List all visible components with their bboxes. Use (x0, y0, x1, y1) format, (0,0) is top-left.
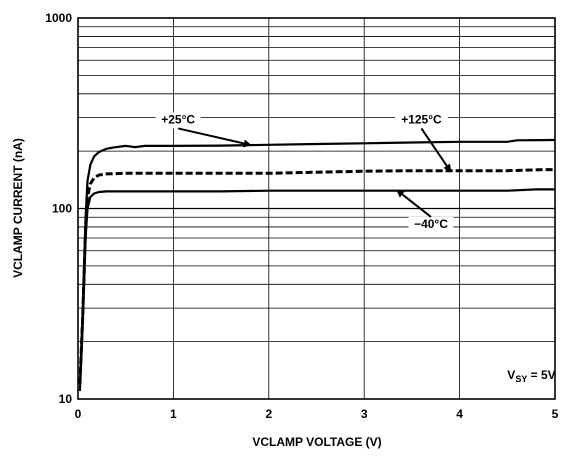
y-tick-label: 100 (52, 202, 72, 216)
series-annotation-label: −40°C (414, 217, 448, 231)
grid-layer (77, 17, 556, 400)
series-annotation-label: +25°C (161, 113, 195, 127)
tick-label-layer: 0 1 2 3 4 5 10 100 1000 (45, 11, 558, 421)
annotation-layer: +25°C +125°C −40°C VSY = 5V (155, 112, 556, 384)
x-axis-title: VCLAMP VOLTAGE (V) (252, 435, 381, 449)
x-tick-label: 1 (170, 407, 177, 421)
series-line-minus-40-C (78, 188, 555, 392)
annotation-arrow (177, 127, 252, 148)
series-layer (78, 138, 556, 392)
plot-frame (77, 17, 556, 400)
y-axis-title: VCLAMP CURRENT (nA) (11, 138, 25, 278)
annotation-arrow (420, 127, 452, 173)
x-tick-label: 5 (552, 407, 559, 421)
series-annotation-label: +125°C (401, 113, 442, 127)
series-line-plus-25-C (78, 138, 556, 384)
x-tick-label: 0 (75, 407, 82, 421)
series-line-plus-125-C (78, 168, 555, 384)
annotation-arrow (396, 189, 432, 218)
x-tick-label: 4 (456, 407, 463, 421)
x-tick-label: 2 (265, 407, 272, 421)
y-tick-label: 1000 (45, 11, 72, 25)
annotation-label-bg (408, 216, 454, 233)
supply-voltage-label: VSY = 5V (507, 368, 555, 384)
y-tick-label: 10 (59, 392, 73, 406)
x-tick-label: 3 (361, 407, 368, 421)
annotation-label-bg (155, 112, 201, 129)
annotation-label-bg (395, 112, 448, 129)
